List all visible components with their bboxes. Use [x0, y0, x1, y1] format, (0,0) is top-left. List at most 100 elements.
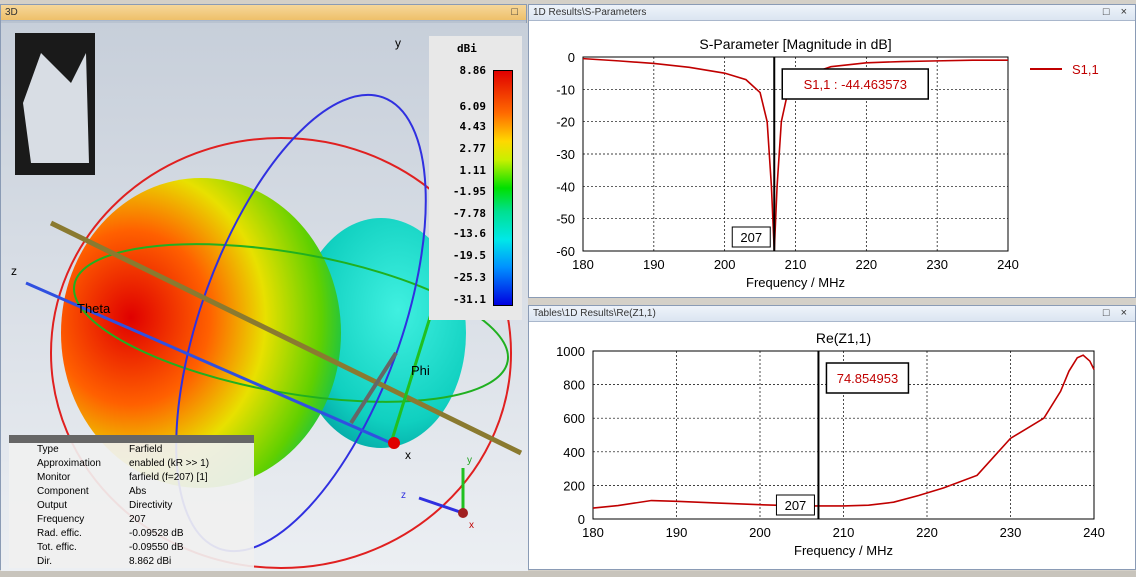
x-tick-label: 180	[582, 525, 604, 540]
window-buttons[interactable]: □ ×	[1102, 307, 1131, 319]
y-tick-label: -10	[556, 82, 575, 97]
legend-unit: dBi	[457, 42, 477, 55]
y-tick-label: 1000	[556, 344, 585, 359]
info-row: Rad. effic. -0.09528 dB	[9, 527, 254, 541]
legend-tick: 6.09	[459, 99, 487, 113]
svg-text:x: x	[469, 520, 474, 531]
info-key: Dir.	[37, 556, 52, 567]
svg-text:z: z	[401, 490, 406, 501]
info-row: Type Farfield	[9, 443, 254, 457]
marker-annotation: S1,1 : -44.463573	[804, 77, 907, 92]
theta-circle	[50, 137, 512, 569]
legend-tick: 4.43	[459, 119, 487, 133]
color-legend: dBi 8.86 6.09 4.43 2.77 1.11 -1.95 -7.78 -13.6 -…	[429, 36, 522, 320]
svg-text:y: y	[467, 455, 472, 466]
legend-label: S1,1	[1072, 62, 1099, 77]
info-value: farfield (f=207) [1]	[129, 472, 208, 483]
series-line	[592, 354, 1095, 509]
legend-tick: -7.78	[452, 206, 486, 220]
marker-x-label: 207	[785, 498, 807, 513]
orientation-triad: y z x	[401, 455, 474, 531]
marker-annotation-box	[825, 362, 910, 394]
info-value: Directivity	[129, 500, 173, 511]
legend-tick: -31.1	[452, 292, 486, 306]
info-row: Approximation enabled (kR >> 1)	[9, 457, 254, 471]
info-key: Tot. effic.	[37, 542, 77, 553]
x-tick-label: 210	[785, 257, 807, 272]
z-axis	[25, 281, 392, 445]
x-tick-label: 190	[643, 257, 665, 272]
x-tick-label: 200	[749, 525, 771, 540]
panel-title: 3D	[5, 7, 18, 18]
marker-x-box	[775, 494, 815, 516]
color-bar	[493, 70, 513, 306]
s-parameter-chart[interactable]: S-Parameter [Magnitude in dB] 180 190 200 21…	[529, 21, 1135, 297]
y-tick-label: 200	[563, 478, 585, 493]
window-buttons[interactable]: □ ×	[1102, 6, 1131, 18]
status-bar	[0, 571, 1136, 577]
x-tick-label: 230	[926, 257, 948, 272]
x-axis-label: x	[405, 448, 411, 462]
plot-frame	[592, 350, 1095, 520]
info-row: Dir. 8.862 dBi	[9, 555, 254, 569]
info-key: Output	[37, 500, 68, 511]
y-tick-label: 600	[563, 411, 585, 426]
dipole-element	[49, 220, 523, 456]
x-tick-label: 180	[572, 257, 594, 272]
x-tick-label: 240	[997, 257, 1019, 272]
y-tick-label: -60	[556, 244, 575, 259]
re-z-chart[interactable]: Re(Z1,1) 180 190 200 210 220 230 240 0 200 400 600 8…	[529, 322, 1135, 569]
legend-tick: -25.3	[452, 270, 486, 284]
panel-title: 1D Results\S-Parameters	[533, 7, 647, 18]
info-row: Tot. effic. -0.09550 dB	[9, 541, 254, 555]
s-parameter-panel[interactable]: 1D Results\S-Parameters □ × S-Parameter […	[528, 4, 1136, 298]
minor-lobe	[296, 218, 466, 448]
info-row: Monitor farfield (f=207) [1]	[9, 471, 254, 485]
marker-x-box	[731, 226, 771, 248]
x-axis-label: Frequency / MHz	[794, 543, 893, 558]
info-key: Frequency	[37, 514, 85, 525]
info-value: 8.862 dBi	[129, 556, 172, 567]
x-tick-label: 230	[1000, 525, 1022, 540]
re-z-panel[interactable]: Tables\1D Results\Re(Z1,1) □ × Re(Z1,1) 18…	[528, 305, 1136, 570]
info-value: enabled (kR >> 1)	[129, 458, 210, 469]
legend-tick: 8.86	[459, 64, 487, 77]
y-tick-label: 0	[578, 512, 585, 527]
info-value: -0.09528 dB	[129, 528, 184, 539]
series-line	[582, 57, 1008, 252]
re-z-titlebar: Tables\1D Results\Re(Z1,1) □ ×	[529, 306, 1135, 322]
phi-arrow	[349, 351, 398, 425]
x-tick-label: 220	[916, 525, 938, 540]
legend-tick: 2.77	[459, 141, 487, 155]
marker-annotation: 74.854953	[837, 371, 898, 386]
legend-tick: -13.6	[452, 227, 486, 241]
x-tick-label: 210	[833, 525, 855, 540]
marker-x-label: 207	[740, 230, 762, 245]
x-tick-label: 240	[1083, 525, 1105, 540]
info-row: Frequency 207	[9, 513, 254, 527]
info-key: Monitor	[37, 472, 71, 483]
y-tick-label: -30	[556, 147, 575, 162]
y-tick-label: -50	[556, 212, 575, 227]
s-parameter-titlebar: 1D Results\S-Parameters □ ×	[529, 5, 1135, 21]
info-key: Component	[37, 486, 89, 497]
z-axis-label: z	[11, 264, 17, 278]
info-value: Farfield	[129, 444, 163, 455]
farfield-info-box: Type Farfield Approximation enabled (kR >> …	[9, 435, 254, 568]
y-tick-label: -40	[556, 179, 575, 194]
y-tick-label: 400	[563, 445, 585, 460]
maximize-button[interactable]: □	[511, 6, 522, 18]
info-value: Abs	[129, 486, 147, 497]
y-tick-label: -20	[556, 115, 575, 130]
x-tick-label: 220	[855, 257, 877, 272]
info-key: Approximation	[37, 458, 101, 469]
info-row: Component Abs	[9, 485, 254, 499]
info-value: -0.09550 dB	[129, 542, 184, 553]
phi-circle	[73, 243, 509, 403]
chart-title: S-Parameter [Magnitude in dB]	[699, 36, 891, 52]
y-tick-label: 800	[563, 378, 585, 393]
plot-frame	[582, 56, 1009, 252]
3d-view-panel[interactable]: 3D □ y z x Theta Phi y z x dBi 8.86 6.09 4.43…	[0, 4, 528, 571]
info-key: Type	[37, 444, 59, 455]
x-tick-label: 200	[714, 257, 736, 272]
